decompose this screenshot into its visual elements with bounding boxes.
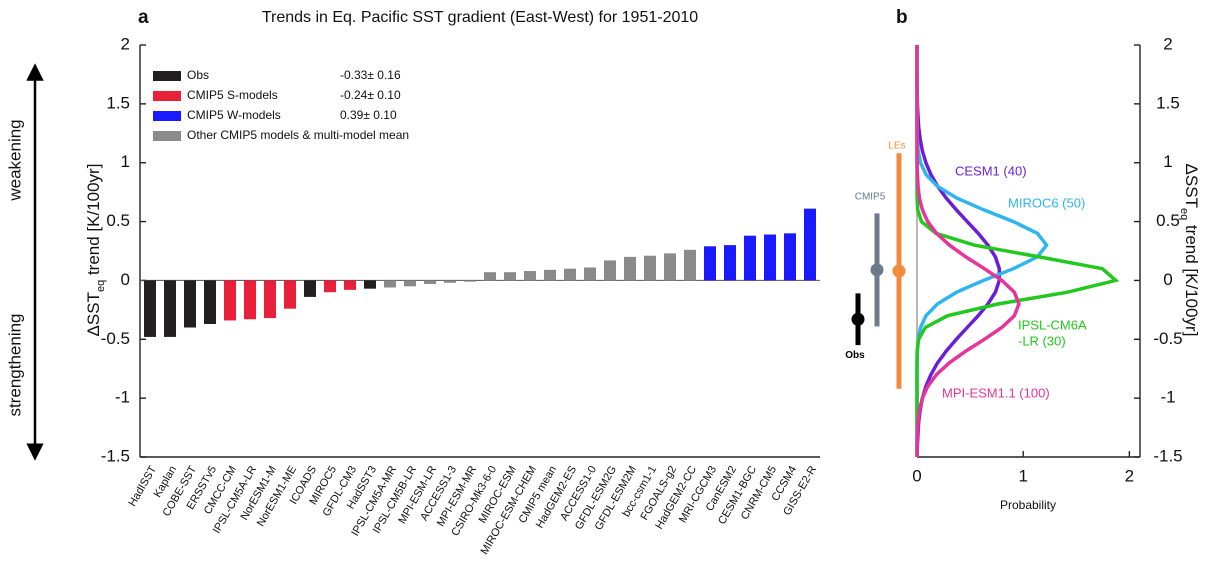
y-tick-label: 1 xyxy=(121,152,130,171)
bar xyxy=(224,280,236,321)
y-tick-label: -1.5 xyxy=(1153,446,1182,465)
error-bar-point xyxy=(870,263,884,277)
error-bar-label: CMIP5 xyxy=(855,192,886,203)
y-axis-label-part: trend [K/100yr] xyxy=(1182,220,1201,336)
bar xyxy=(364,280,376,289)
bar xyxy=(644,255,656,281)
bar xyxy=(264,280,276,319)
bar xyxy=(704,246,716,281)
y-axis-label-part: ΔSST xyxy=(1182,164,1201,208)
bar xyxy=(184,280,196,328)
side-label: strengthening xyxy=(5,313,24,416)
y-tick-label: 1.5 xyxy=(106,93,130,112)
bar xyxy=(384,280,396,288)
y-tick-label: 2 xyxy=(1163,34,1172,53)
y-tick-label: -0.5 xyxy=(1153,329,1182,348)
legend-stat: 0.39± 0.10 xyxy=(340,108,397,122)
bar xyxy=(784,233,796,281)
bar xyxy=(164,280,176,337)
error-bar-point xyxy=(851,312,865,326)
side-label: weakening xyxy=(5,119,24,201)
bar xyxy=(664,253,676,281)
error-bar-point xyxy=(892,264,906,278)
y-axis-label-part: eq xyxy=(1178,208,1190,220)
bar xyxy=(764,234,776,281)
curve-label: CESM1 (40) xyxy=(955,163,1027,178)
bar xyxy=(504,272,516,281)
y-tick-label: 1 xyxy=(1163,152,1172,171)
bar xyxy=(404,280,416,287)
y-tick-label: -1 xyxy=(115,388,130,407)
legend-swatch xyxy=(153,71,181,81)
bar xyxy=(724,245,736,281)
bar xyxy=(244,280,256,320)
bar xyxy=(804,208,816,281)
bar xyxy=(464,280,476,282)
x-tick-label: 2 xyxy=(1125,466,1134,485)
y-tick-label: 0 xyxy=(1163,270,1172,289)
bar xyxy=(544,269,556,281)
legend-swatch xyxy=(153,91,181,101)
x-axis-label: Probability xyxy=(1000,498,1056,512)
bar xyxy=(684,249,696,281)
curve-label: MPI-ESM1.1 (100) xyxy=(942,385,1050,400)
panel-letter: b xyxy=(896,7,908,28)
legend-label: Other CMIP5 models & multi-model mean xyxy=(187,128,409,142)
y-tick-label: 0.5 xyxy=(106,211,130,230)
bar xyxy=(604,260,616,281)
y-tick-label: -1.5 xyxy=(101,446,130,465)
y-axis-label: ΔSSTeq trend [K/100yr] xyxy=(84,164,106,337)
legend-label: Obs xyxy=(187,68,209,82)
y-tick-label: 1.5 xyxy=(1156,93,1180,112)
y-tick-label: 2 xyxy=(121,34,130,53)
legend-swatch xyxy=(153,111,181,121)
curve-label: IPSL-CM6A xyxy=(1018,317,1087,332)
y-axis-label-part: ΔSST xyxy=(84,292,103,336)
error-bar-label: Obs xyxy=(845,350,865,361)
legend-stat: -0.33± 0.16 xyxy=(340,68,401,82)
bar xyxy=(144,280,156,337)
y-axis-label-part: eq xyxy=(95,280,107,292)
bar xyxy=(524,271,536,281)
x-tick-label: 1 xyxy=(1018,466,1027,485)
y-tick-label: -1 xyxy=(1160,388,1175,407)
bar xyxy=(444,280,456,283)
bar xyxy=(564,268,576,281)
bar xyxy=(284,280,296,309)
bar xyxy=(484,272,496,281)
bar xyxy=(204,280,216,324)
curve-label: -LR (30) xyxy=(1018,333,1066,348)
y-tick-label: -0.5 xyxy=(101,329,130,348)
y-tick-label: 0 xyxy=(121,270,130,289)
bar xyxy=(304,280,316,297)
x-tick-label: 0 xyxy=(912,466,921,485)
chart-title: Trends in Eq. Pacific SST gradient (East… xyxy=(262,9,698,26)
bar xyxy=(424,280,436,284)
bar xyxy=(344,280,356,290)
legend-swatch xyxy=(153,131,181,141)
x-tick-label: HadISST xyxy=(126,464,159,509)
curve-label: MIROC6 (50) xyxy=(1008,195,1085,210)
bar xyxy=(624,256,636,281)
bar xyxy=(324,280,336,293)
y-axis-label-part: trend [K/100yr] xyxy=(84,164,103,280)
legend-label: CMIP5 S-models xyxy=(187,88,278,102)
legend-stat: -0.24± 0.10 xyxy=(340,88,401,102)
bar xyxy=(584,267,596,281)
error-bar-label: LEs xyxy=(888,141,905,152)
bar xyxy=(744,235,756,281)
panel-letter: a xyxy=(138,7,149,28)
density-curve xyxy=(915,45,1021,458)
y-tick-label: 0.5 xyxy=(1156,211,1180,230)
y-axis-label: ΔSSTeq trend [K/100yr] xyxy=(1178,164,1200,337)
legend-label: CMIP5 W-models xyxy=(187,108,281,122)
